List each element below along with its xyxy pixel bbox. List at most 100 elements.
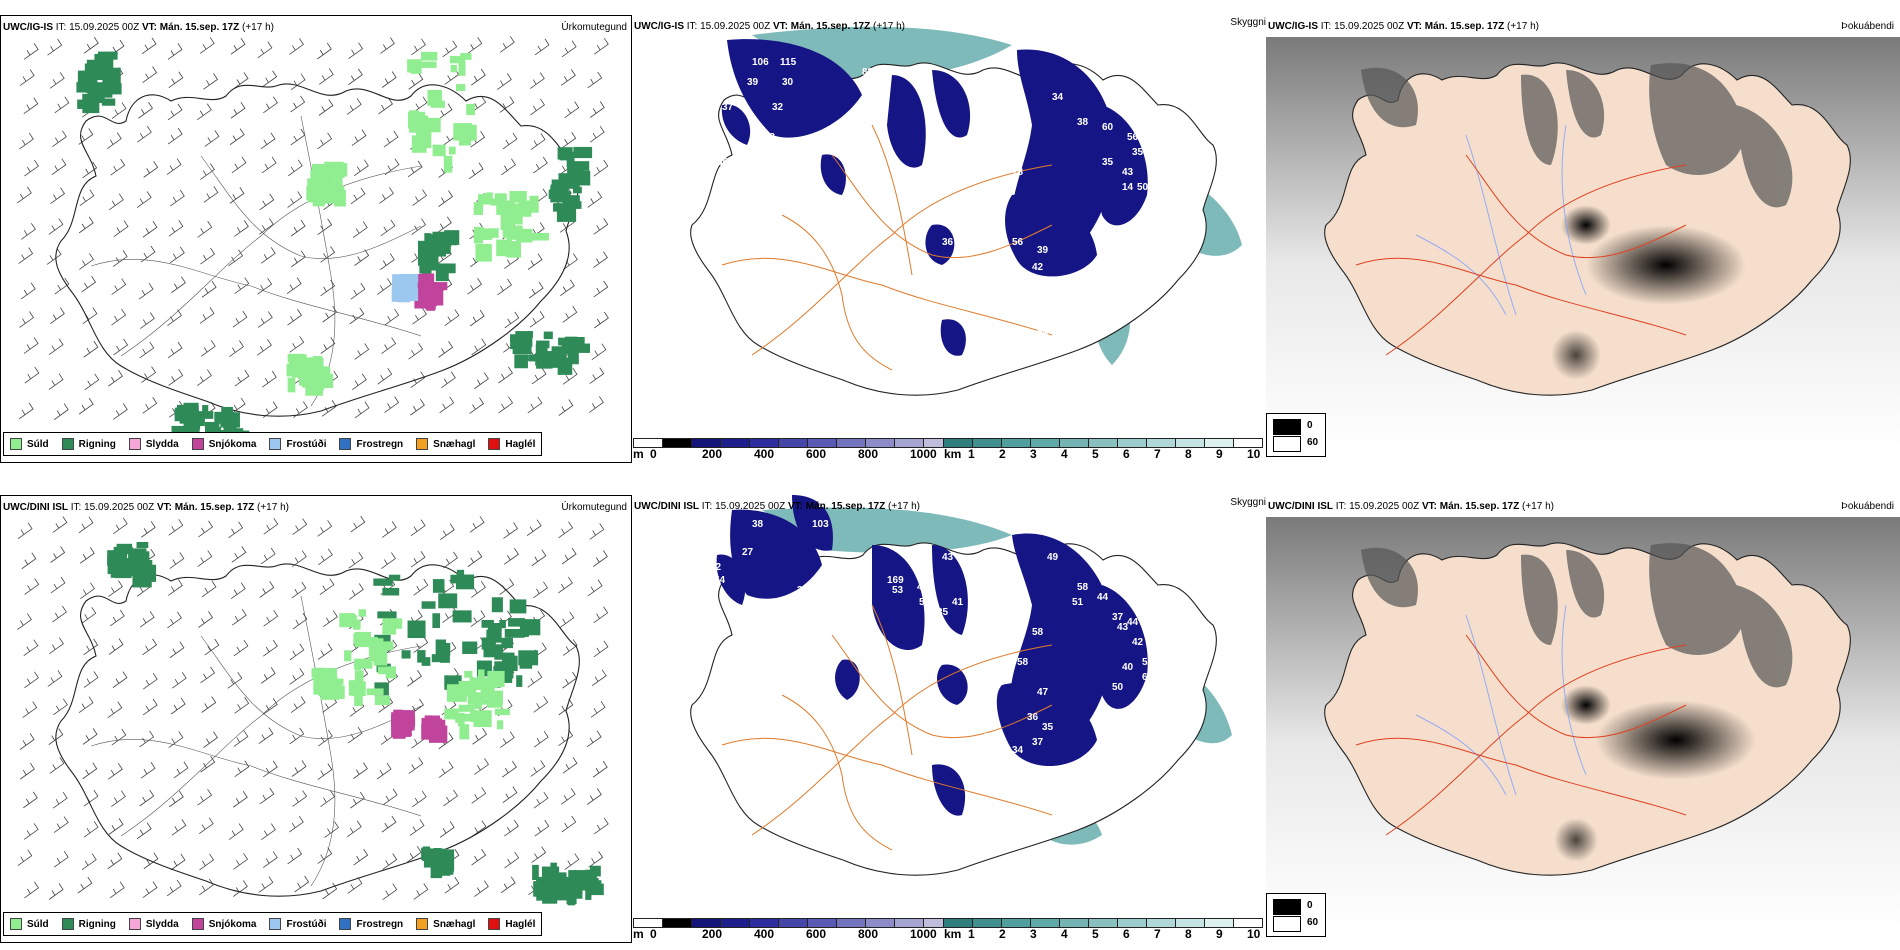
precip-cell (450, 64, 457, 73)
wind-barb (23, 639, 39, 657)
precip-cell (432, 613, 441, 628)
wind-barb (262, 698, 278, 715)
legend-item: Súld (10, 918, 49, 930)
wind-barb (591, 343, 607, 360)
wind-barb (589, 101, 605, 118)
wind-barb (588, 851, 604, 868)
precip-cell (499, 619, 506, 629)
wind-barb (412, 307, 427, 325)
height-label: 44 (1097, 592, 1109, 603)
precip-cell (553, 203, 562, 211)
vis_bar-tick: 3 (1030, 927, 1037, 941)
height-label: 66 (1142, 672, 1154, 683)
vis_bar-tick: 9 (1216, 447, 1223, 461)
visibility-title-1: UWC/IG-IS IT: 15.09.2025 00Z VT: Mán. 15… (634, 21, 905, 32)
wind-barb (54, 277, 70, 295)
wind-barb (231, 609, 247, 626)
precip-cell (373, 641, 394, 651)
wind-barb (530, 72, 545, 89)
wind-barb (143, 852, 159, 870)
precip-cell (324, 672, 337, 689)
wind-barb (234, 277, 250, 294)
wind-barb (349, 583, 364, 600)
precip-cell (532, 864, 539, 880)
precip-cell (311, 172, 329, 185)
wind-barb (139, 789, 155, 807)
wind-barb (534, 819, 550, 837)
wind-barb (354, 249, 370, 266)
precip-cell (354, 670, 364, 684)
wind-barb (111, 728, 127, 746)
legend-item: Haglél (488, 918, 535, 930)
precip-cell (101, 98, 116, 106)
wind-barb (289, 668, 305, 685)
height-label: 45 (1167, 727, 1179, 738)
cloud-legend-2: 0 60 (1266, 893, 1326, 937)
height-label: 10 (1022, 282, 1034, 293)
height-label: 38 (927, 617, 939, 628)
precip-cell (354, 658, 373, 669)
precip-cell (311, 163, 324, 178)
precip-cell (311, 668, 323, 678)
precip-cell (524, 331, 533, 347)
wind-barb (228, 823, 244, 840)
wind-barb (561, 69, 576, 86)
height-label: 43 (1122, 167, 1134, 178)
precip-cell (102, 67, 121, 86)
wind-barb (228, 521, 244, 539)
wind-barb (438, 190, 453, 207)
wind-barb (263, 639, 278, 657)
precip-cell (366, 688, 384, 696)
wind-barb (497, 278, 512, 296)
wind-barb (140, 245, 156, 263)
wind-barb (52, 130, 67, 148)
wind-barb (471, 581, 486, 598)
precip-cell (536, 340, 550, 349)
legend-item: Frostregn (339, 438, 403, 450)
colorbar-cell (1146, 438, 1176, 448)
precip-cell (494, 652, 508, 660)
wind-barb (346, 98, 362, 115)
precip-cell (312, 356, 323, 364)
height-label: 68 (1122, 82, 1134, 93)
wind-barb (561, 40, 577, 58)
wind-barb (350, 515, 366, 533)
precip-cell (427, 117, 441, 133)
wind-barb (380, 219, 396, 237)
precip-cell (414, 282, 422, 293)
wind-barb (142, 698, 158, 716)
legend-swatch (269, 918, 282, 930)
height-label: 35 (937, 607, 949, 618)
precip-cell (368, 638, 384, 656)
vis_bar-tick: 4 (1061, 447, 1068, 461)
height-label: 37 (1112, 612, 1124, 623)
wind-barb (83, 820, 99, 838)
wind-barb (322, 882, 338, 900)
height_bar-tick: 1000 (910, 447, 937, 461)
wind-barb (259, 218, 274, 235)
wind-barb (167, 103, 183, 121)
height-label: 36 (932, 832, 944, 843)
precip-cell (335, 177, 343, 187)
colorbar-cell (1233, 918, 1263, 928)
precip-cell (97, 51, 118, 60)
wind-barb (354, 401, 370, 419)
precip-cell (382, 587, 400, 596)
height-label: 35 (1102, 157, 1114, 168)
wind-barb (527, 253, 543, 270)
wind-barb (24, 881, 39, 899)
precip-cell (572, 186, 582, 194)
wind-barb (474, 880, 489, 897)
vis_bar-tick: 2 (999, 447, 1006, 461)
wind-barb (589, 523, 605, 540)
cloud-title-2: UWC/DINI ISL IT: 15.09.2025 00Z VT: Mán.… (1268, 501, 1554, 512)
cloud-legend-1: 0 60 (1266, 413, 1326, 457)
precip-cell (486, 692, 497, 707)
wind-barb (111, 278, 127, 295)
precip-cell (426, 292, 444, 302)
precip-cell (82, 93, 94, 108)
precip-cell (496, 720, 504, 730)
precip-cell (93, 60, 110, 68)
height-label: 45 (992, 87, 1004, 98)
precip-cell (85, 70, 97, 81)
